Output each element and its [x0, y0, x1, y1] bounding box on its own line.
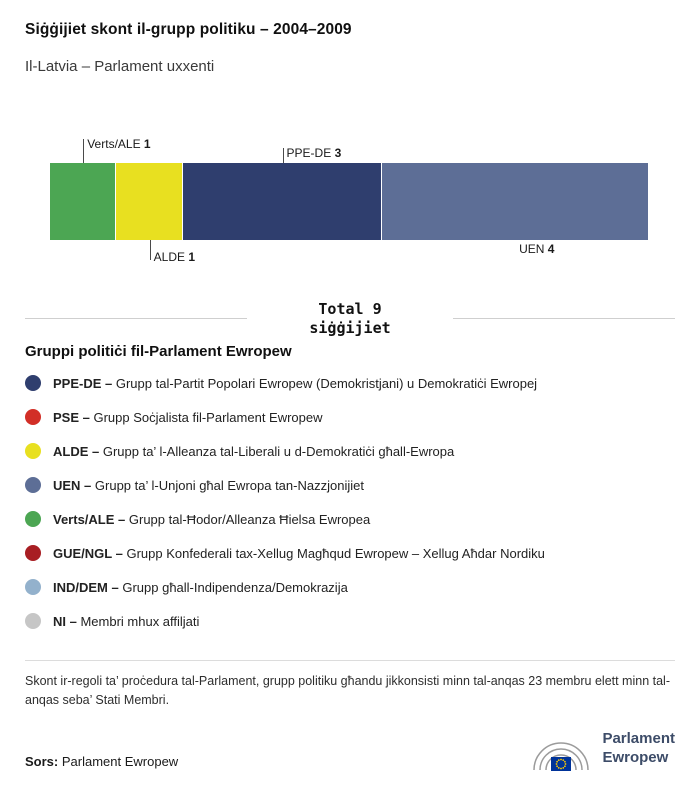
legend-dot-ni [25, 613, 41, 629]
legend-text: IND/DEM – Grupp għall-Indipendenza/Demok… [53, 579, 348, 595]
legend-dot-uen [25, 477, 41, 493]
total-line1: Total 9 [318, 300, 382, 318]
legend-text: PPE-DE – Grupp tal-Partit Popolari Ewrop… [53, 375, 538, 391]
legend-item-gue-ngl: GUE/NGL – Grupp Konfederali tax-Xellug M… [25, 536, 677, 570]
bar-segment-uen[interactable] [382, 163, 648, 240]
total-seats-label: Total 9 siġġijiet [309, 300, 390, 338]
legend-dot-ind-dem [25, 579, 41, 595]
bar-label-alde: ALDE 1 [153, 250, 196, 264]
legend-item-verts-ale: Verts/ALE – Grupp tal-Ħodor/Alleanza Ħie… [25, 502, 677, 536]
total-seats: Total 9 siġġijiet [25, 300, 675, 338]
legend-dot-verts-ale [25, 511, 41, 527]
bar-segment-alde[interactable] [116, 163, 183, 240]
page-subtitle: Il-Latvia – Parlament uxxenti [25, 58, 215, 75]
footnote: Skont ir-regoli ta’ proċedura tal-Parlam… [25, 674, 670, 708]
legend-text: PSE – Grupp Soċjalista fil-Parlament Ewr… [53, 409, 323, 425]
source-value: Parlament Ewropew [61, 754, 179, 769]
bar-label-uen: UEN 4 [519, 242, 555, 256]
legend-dot-ppe-de [25, 375, 41, 391]
bar-segment-verts-ale[interactable] [50, 163, 117, 240]
rule-left [25, 318, 248, 320]
legend-dot-alde [25, 443, 41, 459]
legend-dot-gue-ngl [25, 545, 41, 561]
source: Sors: Parlament Ewropew [25, 754, 178, 769]
eu-flag-icon [551, 757, 572, 771]
bar-segment-ppe-de[interactable] [182, 163, 383, 240]
bar-label-ppe-de: PPE-DE 3 [286, 146, 342, 160]
source-label: Sors: [25, 754, 59, 769]
legend-text: ALDE – Grupp ta’ l-Alleanza tal-Liberali… [53, 443, 455, 459]
label-connector-alde [149, 240, 151, 260]
legend-item-pse: PSE – Grupp Soċjalista fil-Parlament Ewr… [25, 400, 677, 434]
legend-item-alde: ALDE – Grupp ta’ l-Alleanza tal-Liberali… [25, 434, 677, 468]
ep-hemicycle-icon [533, 742, 590, 771]
total-line2: siġġijiet [309, 318, 391, 337]
legend-item-uen: UEN – Grupp ta’ l-Unjoni għal Ewropa tan… [25, 468, 677, 502]
ep-logo-line1: Parlament [602, 730, 675, 748]
legend-text: UEN – Grupp ta’ l-Unjoni għal Ewropa tan… [53, 477, 364, 493]
footnote-divider [25, 660, 675, 661]
legend-item-ni: NI – Membri mhux affiljati [25, 604, 677, 638]
label-connector-ppe-de [282, 148, 284, 163]
rule-right [452, 318, 675, 320]
legend-item-ppe-de: PPE-DE – Grupp tal-Partit Popolari Ewrop… [25, 366, 677, 400]
bar-label-verts-ale: Verts/ALE 1 [87, 137, 151, 151]
legend-text: GUE/NGL – Grupp Konfederali tax-Xellug M… [53, 545, 545, 561]
ep-logo-wordmark: Parlament Ewropew [602, 730, 675, 768]
legend-text: NI – Membri mhux affiljati [53, 613, 200, 629]
legend: PPE-DE – Grupp tal-Partit Popolari Ewrop… [25, 366, 677, 638]
eu-flag-stars [556, 758, 567, 770]
seats-stacked-bar-chart: Verts/ALE 1 ALDE 1 PPE-DE 3 UEN 4 [50, 135, 648, 267]
ep-logo: Parlament Ewropew [529, 726, 675, 772]
legend-item-ind-dem: IND/DEM – Grupp għall-Indipendenza/Demok… [25, 570, 677, 604]
stacked-bar [50, 163, 648, 240]
ep-logo-line2: Ewropew [602, 749, 669, 766]
page-title: Siġġijiet skont il-grupp politiku – 2004… [25, 21, 352, 38]
label-connector-verts-ale [83, 139, 85, 163]
legend-heading: Gruppi politiċi fil-Parlament Ewropew [25, 343, 292, 360]
legend-text: Verts/ALE – Grupp tal-Ħodor/Alleanza Ħie… [53, 511, 371, 527]
legend-dot-pse [25, 409, 41, 425]
